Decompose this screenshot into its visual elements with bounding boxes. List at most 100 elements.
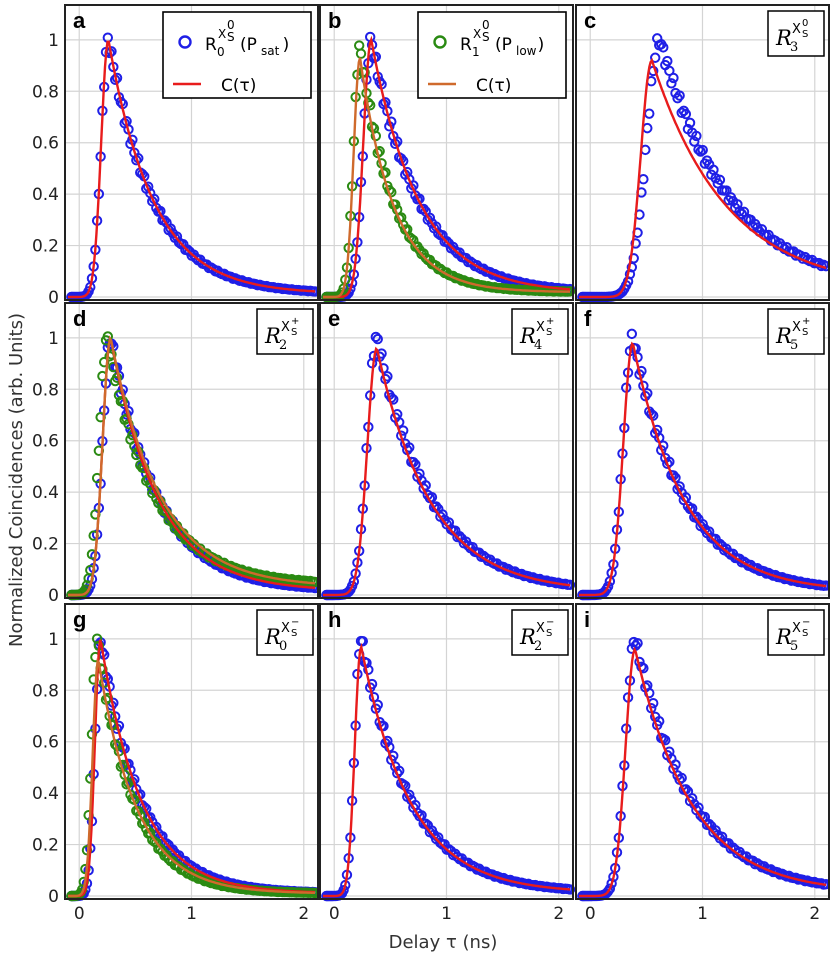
panel-tag: R2 X S+: [256, 308, 314, 355]
axes-frame: [319, 302, 574, 599]
panel-tag-box: [767, 609, 825, 656]
data-point: [374, 146, 385, 157]
panel-tag: R5 X S−: [767, 609, 825, 656]
panel-tag-box: [767, 10, 825, 57]
data-point: [604, 883, 616, 894]
panel-tag-supsub: S: [802, 327, 808, 338]
panel-tag-supsub: S: [802, 29, 808, 40]
panel-letter: c: [584, 8, 596, 33]
panel-tag-supsub: S: [546, 327, 552, 338]
panel-i: 0 1 2 i R5 X S−: [575, 603, 830, 924]
axes-frame: [575, 603, 830, 900]
panel-tag-sup: X: [792, 22, 801, 37]
data-point: [606, 878, 617, 889]
data-point: [691, 130, 702, 142]
panel-tag: R3 X S0: [767, 10, 825, 57]
panel-tag-box: [511, 609, 569, 656]
legend-label-sub: 0: [217, 45, 225, 59]
data-point: [137, 168, 148, 180]
data-point: [680, 108, 692, 120]
panel-tag-main: R: [775, 625, 792, 649]
fit-curve: [579, 646, 827, 898]
legend-label: R: [460, 35, 472, 55]
y-tick-label: 0.6: [32, 134, 59, 154]
data-point: [650, 52, 661, 63]
data-point: [697, 144, 708, 156]
data-point: [338, 884, 349, 896]
data-point: [418, 203, 429, 215]
data-point: [723, 547, 734, 558]
data-point: [642, 388, 653, 399]
y-tick-label: 1: [48, 31, 59, 51]
y-tick-label: 1: [48, 329, 59, 349]
axes-frame: [64, 603, 319, 900]
panel-tag-sup: X: [792, 320, 801, 335]
fit-curve: [323, 35, 571, 299]
axes-frame: [575, 4, 830, 301]
x-tick-label: 1: [441, 904, 452, 924]
axes-frame: [319, 4, 574, 301]
data-point: [345, 283, 356, 294]
y-tick-label: 0: [48, 586, 59, 606]
legend-label-supsub: S: [227, 30, 235, 44]
legend-label-suffix-end: ): [283, 35, 290, 55]
y-tick-label: 0.2: [32, 535, 59, 555]
y-tick-label: 0.2: [32, 836, 59, 856]
data-point: [102, 331, 114, 342]
panel-tag: R2 X S−: [511, 609, 569, 656]
legend-label-suffix-sub: low: [516, 44, 537, 58]
panel-letter: h: [328, 607, 341, 632]
panel-tag-supsup: −: [802, 617, 810, 628]
axes-frame: [319, 603, 574, 900]
fit-curve: [68, 639, 316, 898]
data-point: [370, 331, 382, 343]
fit-curve: [579, 57, 827, 299]
panel-tag-supsup: +: [291, 316, 299, 327]
panel-letter: e: [328, 306, 340, 331]
panel-tag-sub: 2: [279, 338, 287, 353]
legend-label-supsup: 0: [482, 18, 490, 32]
fit-curve-2: [68, 335, 316, 597]
data-point: [658, 440, 669, 451]
data-point: [628, 253, 639, 264]
fit-curve-2: [323, 57, 571, 299]
panel-tag-supsup: 0: [802, 18, 808, 29]
data-point: [736, 850, 748, 861]
data-point: [658, 42, 669, 53]
panel-tag: R5 X S+: [767, 308, 825, 355]
data-point: [636, 365, 647, 377]
panel-d: 0 0.2 0.4 0.6 0.8 1d R2 X S+: [32, 302, 321, 606]
fit-curve: [68, 40, 316, 299]
fit-curve: [579, 341, 827, 597]
panel-letter: g: [73, 607, 86, 632]
panel-tag-supsub: S: [291, 327, 297, 338]
panel-tag-supsub: S: [291, 628, 297, 639]
y-tick-label: 0: [48, 288, 59, 308]
panel-tag-supsub: S: [546, 628, 552, 639]
data-point: [684, 117, 696, 129]
panel-f: f R5 X S+: [575, 302, 830, 601]
panel-tag-sup: X: [536, 621, 545, 636]
panel-letter: b: [328, 8, 341, 33]
panel-letter: f: [584, 306, 592, 331]
y-tick-label: 0.6: [32, 733, 59, 753]
legend-marker-circle: [178, 35, 192, 49]
fit-curve-2: [68, 658, 315, 898]
panel-tag-supsup: −: [546, 617, 554, 628]
panel-tag-supsup: −: [291, 617, 299, 628]
panel-tag-sup: X: [792, 621, 801, 636]
panel-c: c R3 X S0: [575, 4, 830, 303]
x-axis-label: Delay τ (ns): [389, 932, 498, 953]
data-point: [396, 153, 407, 164]
x-tick-label: 1: [186, 904, 197, 924]
data-point: [602, 581, 614, 592]
y-tick-label: 0.4: [32, 784, 59, 804]
data-point: [668, 72, 679, 84]
legend-label-suffix: (P: [240, 35, 257, 55]
y-tick-label: 0.6: [32, 432, 59, 452]
legend-label: C(τ): [476, 76, 511, 96]
panel-tag-sup: X: [281, 621, 290, 636]
